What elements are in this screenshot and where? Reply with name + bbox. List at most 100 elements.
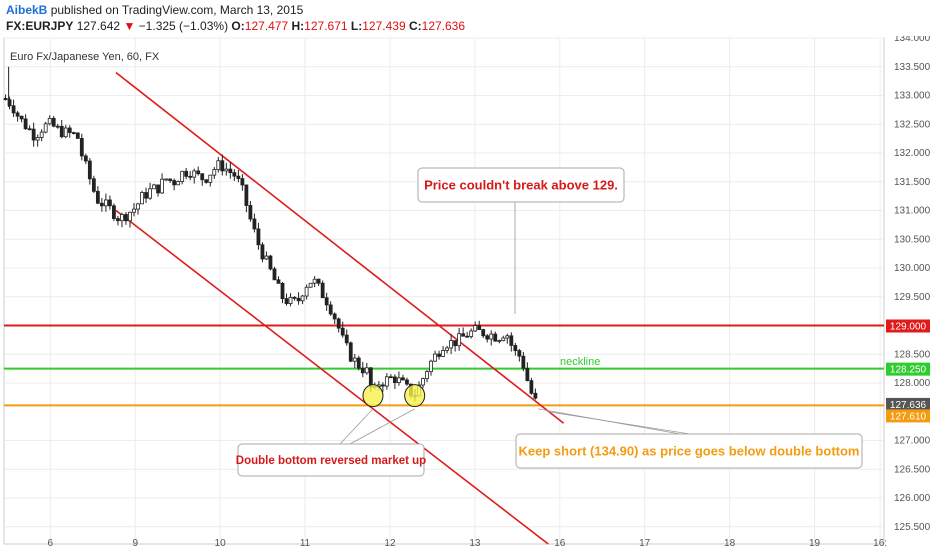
candle-body — [268, 255, 273, 270]
y-tick-label: 126.000 — [894, 493, 931, 504]
candle-body — [31, 128, 36, 141]
candle-body — [99, 202, 104, 207]
channel-line — [115, 71, 565, 424]
callout-box — [417, 167, 625, 203]
candle-body — [260, 244, 265, 260]
candle-body — [312, 278, 317, 284]
candle-body — [140, 192, 144, 205]
candle-body — [252, 218, 257, 230]
candle-body — [224, 168, 229, 172]
candle-body — [429, 360, 433, 373]
candle-body — [164, 178, 169, 181]
callout-pointer — [548, 411, 691, 435]
callout-text: Keep short (134.90) as price goes below … — [519, 444, 860, 459]
candle-body — [469, 330, 474, 337]
level-price-tag — [886, 397, 930, 411]
candle-body — [220, 160, 225, 172]
callout-box — [515, 433, 863, 469]
candle-body — [288, 296, 293, 304]
level-price-label: 128.250 — [890, 365, 927, 376]
candle-body — [437, 353, 441, 357]
candle-body — [11, 105, 16, 114]
callout-box — [237, 443, 425, 477]
quote-line: FX:EURJPY 127.642 ▼ −1.325 (−1.03%) O:12… — [6, 19, 465, 33]
candle-body — [493, 333, 498, 342]
candle-body — [276, 279, 281, 284]
candle-body — [91, 178, 96, 192]
candle-body — [300, 295, 305, 302]
candle-body — [256, 228, 261, 246]
y-tick-label: 133.500 — [894, 62, 931, 73]
candle-body — [184, 170, 189, 177]
callout-text: Double bottom reversed market up — [236, 455, 426, 467]
candle-body — [308, 282, 313, 288]
candle-body — [425, 371, 429, 380]
candle-body — [316, 278, 321, 284]
candle-body — [473, 325, 478, 332]
candle-body — [196, 170, 201, 175]
candle-body — [236, 175, 241, 179]
publish-line: AibekB published on TradingView.com, Mar… — [6, 3, 303, 17]
candle-body — [144, 192, 148, 199]
close-label: C: — [408, 19, 422, 33]
candle-body — [23, 118, 28, 130]
neckline-label: neckline — [560, 356, 600, 368]
candle-body — [7, 99, 12, 107]
author-link[interactable]: AibekB — [6, 3, 48, 17]
price-change: −1.325 (−1.03%) — [138, 19, 229, 33]
x-tick-label: 19 — [809, 538, 821, 549]
candle-body — [43, 123, 48, 133]
level-price-tag — [886, 319, 930, 333]
candle-body — [320, 282, 325, 299]
candle-body — [380, 384, 385, 387]
y-tick-label: 130.500 — [894, 234, 931, 245]
candle-body — [152, 184, 156, 190]
double-bottom-circle — [362, 384, 384, 408]
down-arrow-icon: ▼ — [123, 19, 136, 33]
callout-pointer — [349, 408, 415, 445]
candle-body — [364, 367, 369, 374]
y-tick-label: 128.500 — [894, 349, 931, 360]
candle-body — [87, 160, 92, 180]
candle-body — [15, 112, 20, 117]
candle-body — [156, 184, 160, 194]
y-tick-label: 132.000 — [894, 148, 931, 159]
symbol-label[interactable]: FX:EURJPY — [6, 19, 74, 33]
candle-body — [501, 337, 506, 341]
candle-body — [172, 180, 177, 186]
candle-body — [352, 357, 357, 362]
candle-body — [63, 127, 68, 138]
candle-body — [204, 179, 209, 183]
x-tick-label: 18 — [724, 538, 736, 549]
high-label: H: — [291, 19, 305, 33]
double-bottom-circle — [404, 384, 426, 408]
x-tick-label: 10 — [215, 538, 227, 549]
candle-body — [517, 350, 522, 357]
candle-body — [128, 211, 132, 222]
low-label: L: — [350, 19, 363, 33]
candle-body — [485, 335, 490, 340]
candle-body — [280, 282, 285, 300]
candle-body — [497, 340, 502, 342]
y-axis: 125.500 126.000 126.500 127.000 128.000 128.5… — [894, 36, 931, 533]
candle-body — [481, 329, 486, 337]
candle-body — [340, 327, 345, 336]
candle-body — [19, 115, 24, 120]
candle-body — [388, 376, 393, 379]
level-price-label: 129.000 — [890, 322, 927, 333]
y-tick-label: 127.000 — [894, 436, 931, 447]
candle-body — [401, 377, 405, 381]
x-tick-label: 16: — [873, 538, 887, 549]
last-price: 127.642 — [76, 19, 121, 33]
candle-body — [180, 170, 185, 182]
candle-body — [384, 376, 389, 387]
candle-body — [264, 255, 269, 260]
candle-body — [232, 172, 237, 177]
x-tick-label: 13 — [469, 538, 481, 549]
candle-body — [453, 340, 458, 347]
candle-body — [344, 334, 349, 344]
level-price-tag — [886, 362, 930, 376]
candle-body — [421, 378, 425, 386]
candle-body — [160, 178, 164, 194]
